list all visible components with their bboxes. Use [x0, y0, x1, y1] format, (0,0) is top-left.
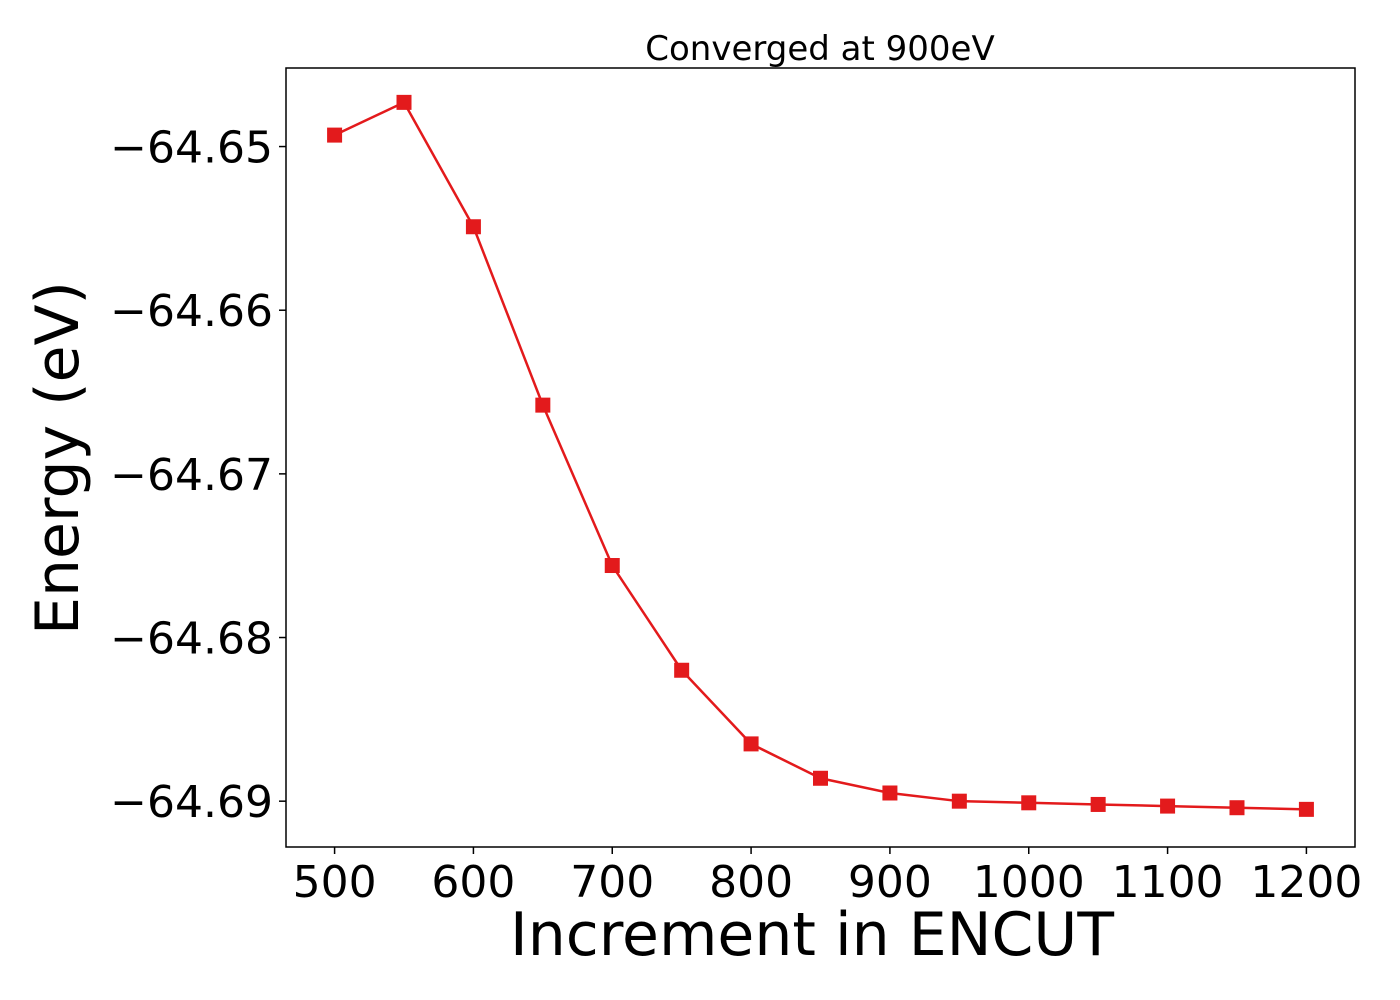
y-tick-label: −64.69	[110, 777, 273, 828]
x-axis-ticks: 500 600 700 800 900 1000 1100 1200	[293, 847, 1362, 908]
x-tick-label: 1000	[973, 857, 1085, 908]
data-point-marker	[396, 94, 412, 110]
y-tick-label: −64.68	[110, 614, 273, 665]
data-point-marker	[604, 558, 620, 574]
y-axis-title: Energy (eV)	[23, 281, 93, 635]
data-point-marker	[1160, 798, 1176, 814]
y-tick-label: −64.66	[110, 286, 273, 337]
chart-title: Converged at 900eV	[645, 29, 994, 69]
plot-area-frame	[285, 67, 1356, 848]
data-point-marker	[1021, 795, 1037, 811]
data-point-marker	[813, 770, 828, 786]
x-axis-title: Increment in ENCUT	[510, 900, 1114, 970]
data-point-marker	[1229, 800, 1245, 816]
y-tick-label: −64.65	[110, 123, 273, 174]
series-layer	[327, 94, 1314, 817]
x-tick-label: 800	[709, 857, 793, 908]
x-tick-label: 700	[570, 857, 654, 908]
y-axis-ticks: −64.65 −64.66 −64.67 −64.68 −64.69	[110, 123, 286, 828]
data-point-marker	[674, 662, 690, 678]
x-tick-label: 600	[431, 857, 515, 908]
data-point-marker	[951, 793, 967, 809]
data-point-marker	[535, 397, 551, 413]
data-point-marker	[1090, 796, 1106, 812]
data-point-marker	[327, 127, 343, 143]
x-tick-label: 1200	[1250, 857, 1362, 908]
data-point-marker	[1298, 801, 1314, 817]
data-point-marker	[743, 736, 759, 752]
data-point-marker	[465, 219, 481, 235]
x-tick-label: 1100	[1112, 857, 1224, 908]
x-tick-label: 500	[293, 857, 377, 908]
y-tick-label: −64.67	[110, 450, 273, 501]
data-point-marker	[882, 785, 898, 801]
x-tick-label: 900	[848, 857, 932, 908]
